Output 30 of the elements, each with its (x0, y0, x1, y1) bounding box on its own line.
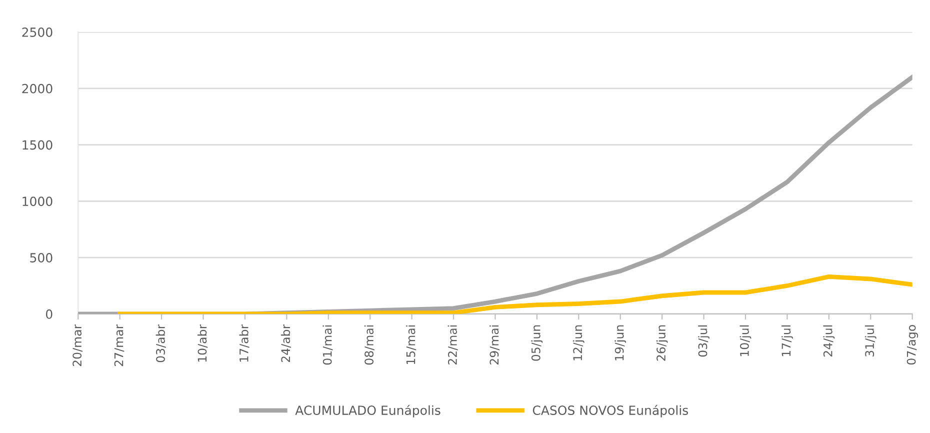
x-tick-label: 26/jun (656, 325, 668, 361)
x-tick-label: 08/mai (364, 325, 374, 365)
y-tick-label: 500 (30, 253, 52, 262)
legend-label: ACUMULADO Eunápolis (295, 404, 440, 418)
x-tick-label: 24/jul (823, 325, 835, 357)
x-tick-label: 07/ago (906, 324, 918, 365)
y-tick-label: 2500 (22, 28, 52, 37)
x-tick-label: 27/mar (114, 324, 124, 366)
x-tick-label: 19/jun (614, 325, 626, 360)
legend-label: CASOS NOVOS Eunápolis (532, 404, 688, 418)
x-tick-label: 17/jul (781, 325, 793, 356)
x-tick-label: 29/mai (490, 325, 500, 364)
y-tick-label: 1500 (22, 140, 52, 150)
x-tick-label: 31/jul (864, 325, 876, 356)
x-tick-label: 01/mai (322, 325, 333, 365)
x-tick-label: 10/jul (740, 325, 752, 356)
x-tick-label: 20/mar (72, 324, 82, 366)
x-tick-label: 24/abr (280, 324, 292, 362)
x-tick-label: 12/jun (572, 325, 584, 360)
x-tick-label: 03/abr (156, 324, 166, 362)
x-tick-label: 05/jun (531, 325, 543, 361)
x-tick-label: 22/mai (448, 325, 458, 364)
x-tick-label: 03/jul (698, 325, 710, 357)
x-tick-label: 17/abr (239, 324, 250, 362)
line-series (118, 274, 912, 314)
x-tick-label: 10/abr (198, 324, 208, 362)
y-tick-label: 2000 (22, 84, 52, 94)
y-tick-label: 0 (46, 309, 52, 319)
x-tick-label: 15/mai (406, 325, 416, 364)
y-tick-label: 1000 (22, 196, 52, 206)
